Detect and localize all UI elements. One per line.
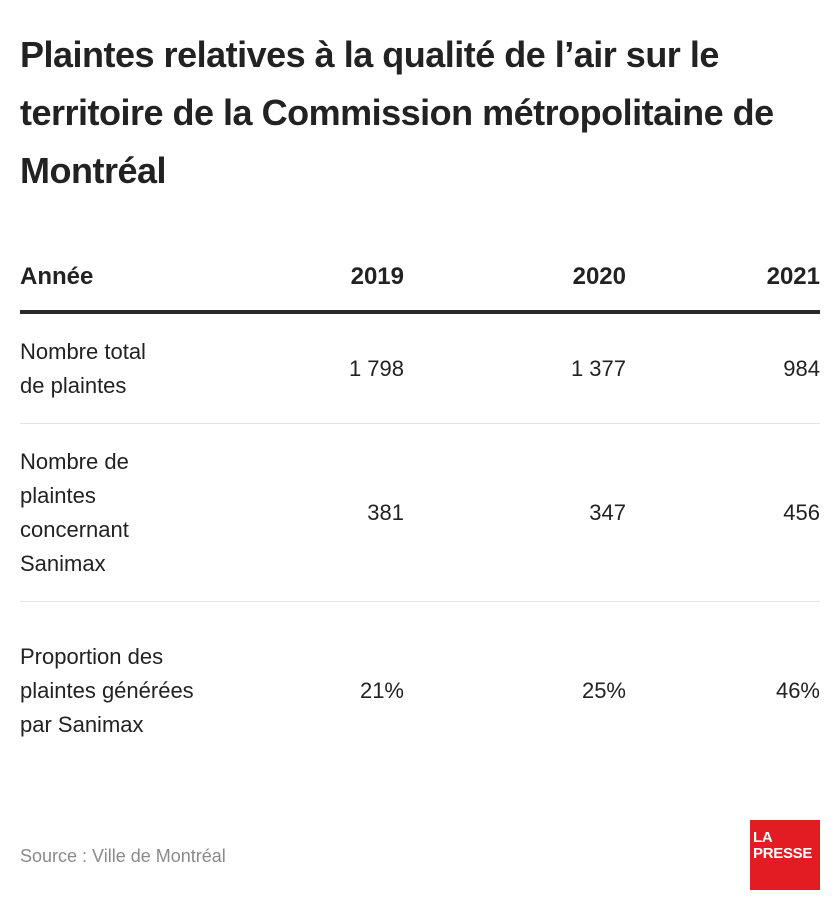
cell-value: 1 798: [238, 312, 404, 424]
cell-value: 21%: [359, 677, 404, 703]
row-label: Nombre total de plaintes: [20, 312, 238, 424]
header-2021: 2021: [626, 244, 820, 314]
header-2020: 2020: [404, 244, 626, 314]
page-title: Plaintes relatives à la qualité de l’air…: [20, 34, 774, 191]
source-note: Source : Ville de Montréal: [20, 846, 226, 866]
cell-value: 1 377: [404, 312, 626, 424]
table-row: Proportion des plaintes générées par San…: [20, 602, 820, 780]
cell-value: 25%: [581, 677, 626, 703]
cell-value: 46%: [775, 677, 820, 703]
table-row: Nombre de plaintes concernant Sanimax 38…: [20, 423, 820, 602]
table-row: Nombre total de plaintes 1 798 1 377 984: [20, 312, 820, 424]
row-label: Nombre de plaintes concernant Sanimax: [20, 423, 238, 602]
cell-value: 347: [404, 423, 626, 602]
cell-value: 984: [626, 312, 820, 424]
row-label: Proportion des plaintes générées par San…: [20, 643, 194, 737]
data-table: Année 2019 2020 2021 Nombre total de pla…: [20, 244, 820, 779]
header-2019: 2019: [238, 244, 404, 314]
logo-line-2: PRESSE: [753, 845, 813, 862]
la-presse-logo: LA PRESSE: [750, 820, 820, 890]
cell-value: 456: [626, 423, 820, 602]
cell-value: 381: [238, 423, 404, 602]
logo-line-1: LA: [753, 829, 773, 846]
header-year-label: Année: [20, 244, 238, 314]
header-row: Année 2019 2020 2021: [20, 244, 820, 314]
